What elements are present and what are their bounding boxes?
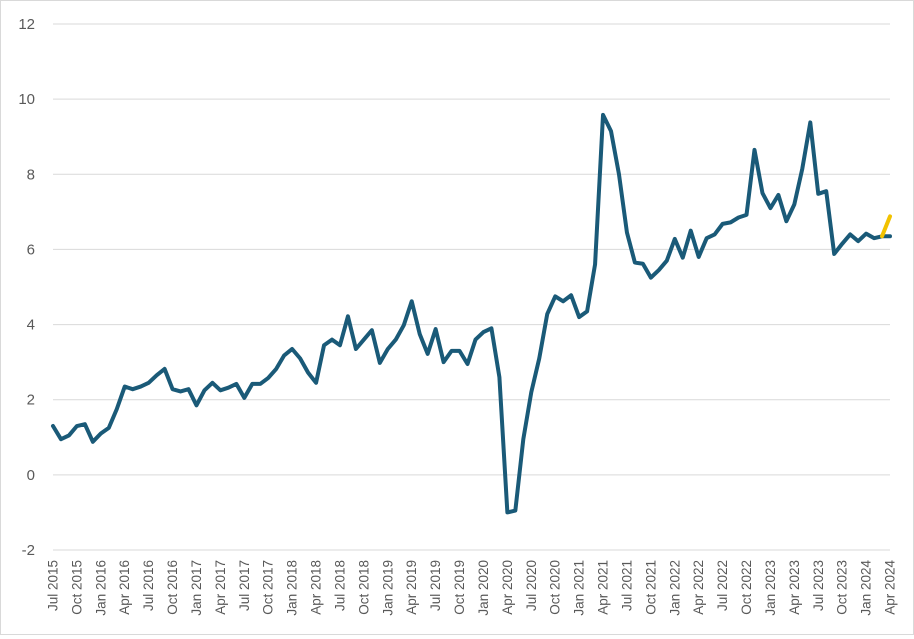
x-tick-label: Jan 2022: [667, 560, 682, 616]
x-tick-label: Oct 2016: [165, 560, 180, 615]
x-tick-label: Jan 2019: [380, 560, 395, 616]
y-tick-label: 8: [27, 166, 35, 183]
x-tick-label: Apr 2021: [596, 560, 611, 615]
x-tick-label: Apr 2017: [213, 560, 228, 615]
y-tick-label: 12: [18, 16, 35, 33]
x-tick-label: Jul 2017: [237, 560, 252, 611]
x-tick-label: Jan 2021: [572, 560, 587, 616]
x-tick-label: Jul 2018: [332, 560, 347, 611]
x-tick-label: Oct 2019: [452, 560, 467, 615]
y-tick-label: 2: [27, 392, 35, 409]
x-tick-label: Jan 2017: [189, 560, 204, 616]
x-tick-label: Jan 2020: [476, 560, 491, 616]
x-tick-label: Jul 2022: [715, 560, 730, 611]
x-tick-label: Jul 2023: [811, 560, 826, 611]
x-tick-label: Jan 2024: [859, 560, 874, 616]
x-tick-label: Oct 2018: [356, 560, 371, 615]
x-tick-label: Oct 2020: [548, 560, 563, 615]
x-tick-label: Jan 2016: [93, 560, 108, 616]
x-tick-label: Apr 2019: [404, 560, 419, 615]
x-axis-ticks: Jul 2015 Oct 2015 Jan 2016 Apr 2016 Jul 2016…: [46, 560, 898, 616]
y-tick-label: 10: [18, 91, 35, 108]
y-tick-label: 0: [27, 467, 35, 484]
x-tick-label: Oct 2015: [69, 560, 84, 615]
y-tick-label: -2: [22, 542, 35, 559]
x-tick-label: Oct 2021: [643, 560, 658, 615]
x-tick-label: Apr 2018: [309, 560, 324, 615]
x-tick-label: Apr 2020: [500, 560, 515, 615]
x-tick-label: Jul 2021: [619, 560, 634, 611]
x-tick-label: Jul 2015: [46, 560, 61, 611]
y-axis-ticks: -2 0 2 4 6 8 10 12: [18, 16, 35, 559]
series-line-highlight: [880, 214, 892, 239]
series-lines: [51, 112, 892, 515]
x-tick-label: Apr 2024: [883, 560, 898, 615]
x-tick-label: Apr 2016: [117, 560, 132, 615]
y-tick-label: 4: [27, 317, 35, 334]
x-tick-label: Jan 2023: [763, 560, 778, 616]
x-tick-label: Oct 2022: [739, 560, 754, 615]
x-tick-label: Apr 2023: [787, 560, 802, 615]
x-tick-label: Oct 2017: [261, 560, 276, 615]
gridlines: [53, 23, 890, 551]
x-tick-label: Jan 2018: [285, 560, 300, 616]
x-tick-label: Apr 2022: [691, 560, 706, 615]
x-tick-label: Jul 2019: [428, 560, 443, 611]
series-line-main: [51, 112, 892, 515]
x-tick-label: Jul 2016: [141, 560, 156, 611]
x-tick-label: Jul 2020: [524, 560, 539, 611]
x-tick-label: Oct 2023: [835, 560, 850, 615]
y-tick-label: 6: [27, 241, 35, 258]
